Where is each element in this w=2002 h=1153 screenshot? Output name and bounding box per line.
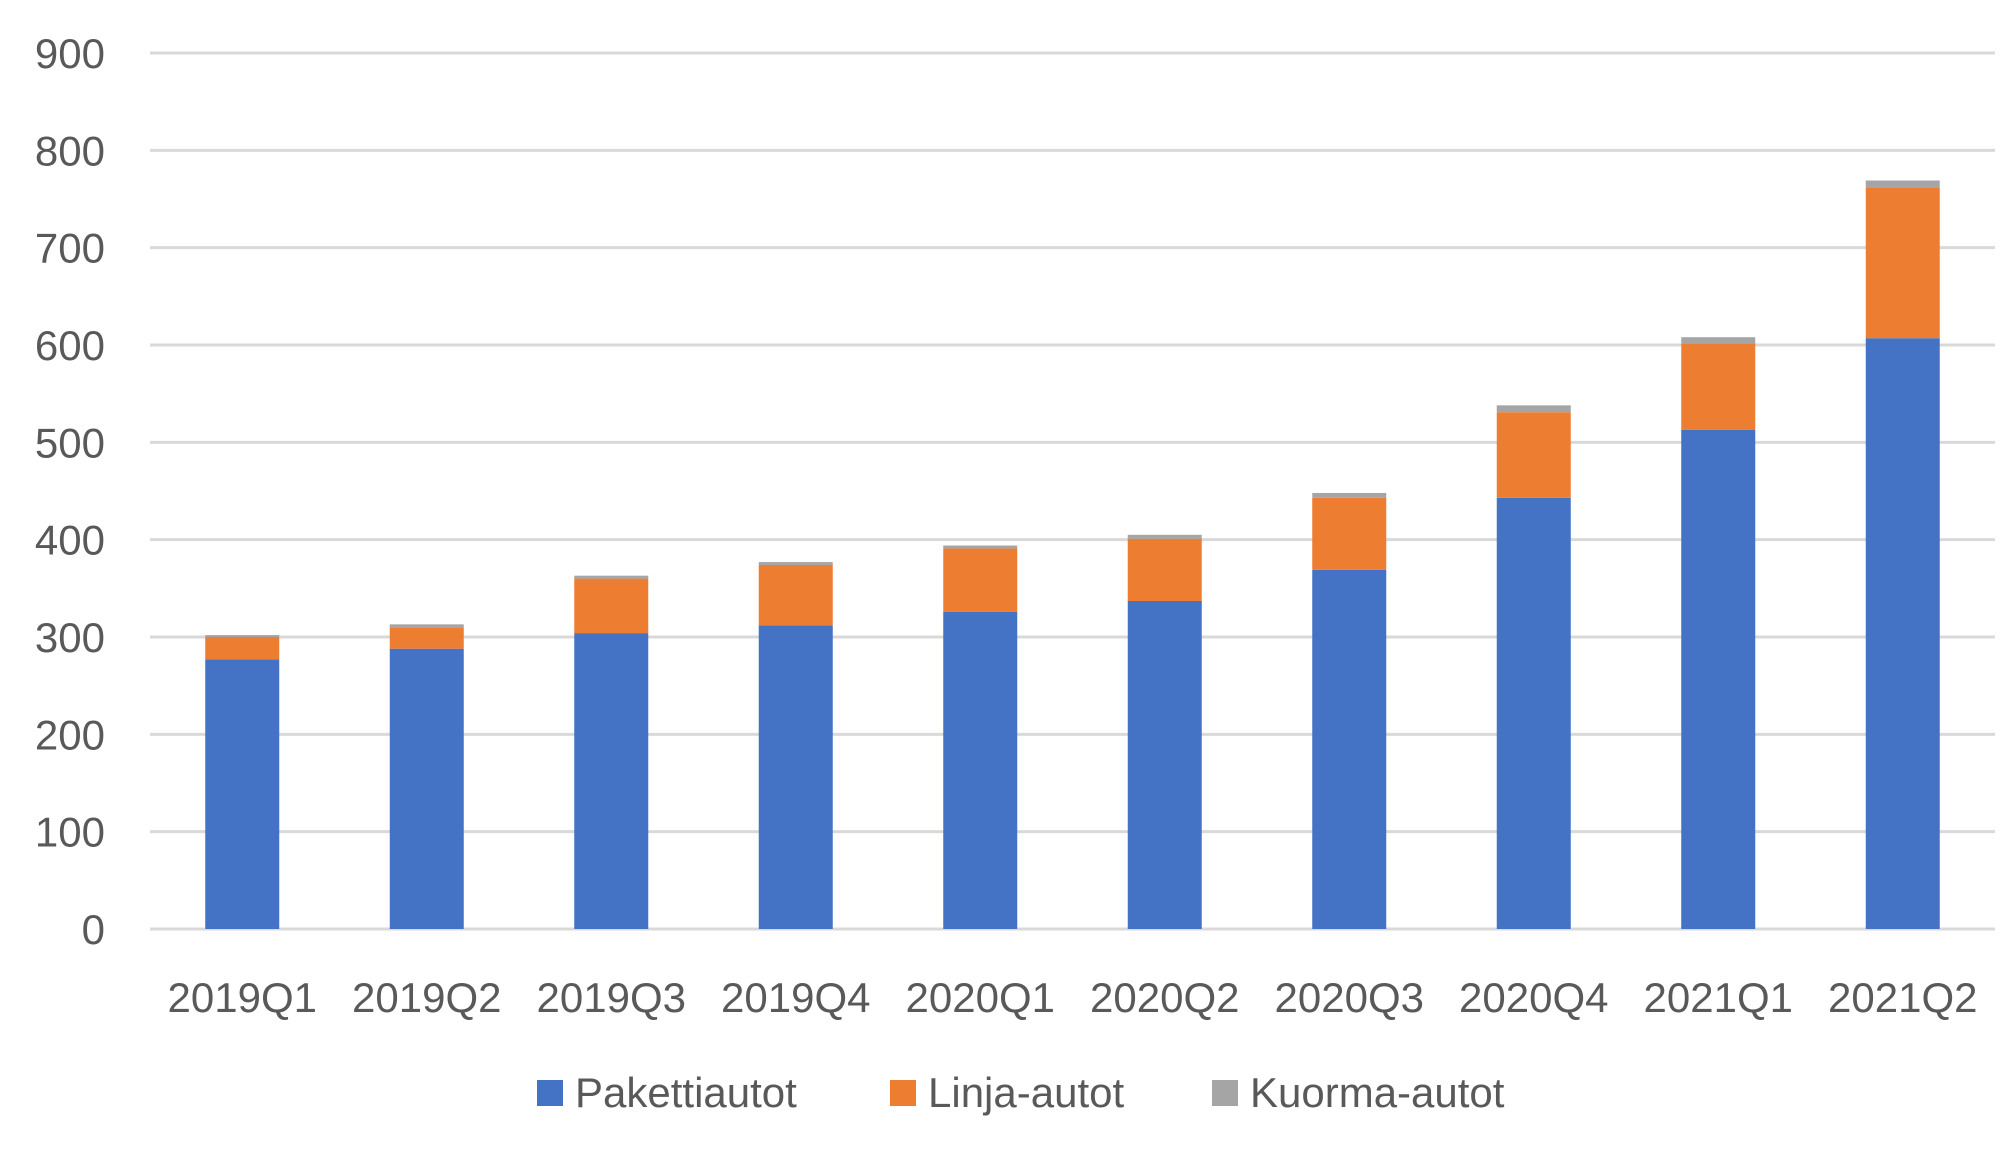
bar-segment-pakettiautot [758,625,833,929]
bar-segment-pakettiautot [1681,429,1756,929]
bar-segment-kuorma-autot [574,575,649,579]
x-tick-label: 2020Q3 [1275,974,1424,1021]
bar-segment-kuorma-autot [389,624,464,628]
bar-segment-linja-autot [1127,538,1202,601]
y-tick-label: 400 [35,517,105,564]
legend-label: Kuorma-autot [1250,1069,1505,1116]
x-tick-label: 2021Q2 [1828,974,1977,1021]
y-tick-label: 600 [35,322,105,369]
bar-segment-linja-autot [1865,187,1940,339]
bar-segment-pakettiautot [205,659,280,929]
y-tick-label: 500 [35,419,105,466]
legend-swatch [1212,1080,1238,1106]
bar-segment-kuorma-autot [1496,405,1571,413]
legend-label: Pakettiautot [575,1069,797,1116]
bar-segment-pakettiautot [943,611,1018,929]
bar-segment-pakettiautot [1127,600,1202,929]
y-tick-label: 900 [35,30,105,77]
legend: Pakettiautot Linja-autot Kuorma-autot [537,1069,1505,1116]
bar-segment-kuorma-autot [758,562,833,565]
bar-segment-linja-autot [389,627,464,649]
legend-swatch [537,1080,563,1106]
x-tick-label: 2020Q2 [1090,974,1239,1021]
y-tick-label: 0 [82,906,105,953]
bar-segment-pakettiautot [389,648,464,929]
legend-label: Linja-autot [928,1069,1124,1116]
x-tick-label: 2019Q1 [168,974,317,1021]
bar-segment-linja-autot [758,564,833,626]
y-tick-label: 700 [35,225,105,272]
y-tick-label: 100 [35,809,105,856]
bar-segment-linja-autot [943,548,1018,612]
bar-segment-linja-autot [1681,344,1756,430]
y-tick-label: 200 [35,711,105,758]
x-tick-label: 2020Q4 [1459,974,1608,1021]
bar-segment-pakettiautot [1865,338,1940,930]
x-axis-ticks: 2019Q1 2019Q2 2019Q3 2019Q4 2020Q1 2020Q2 2020… [168,974,1978,1021]
x-tick-label: 2021Q1 [1644,974,1793,1021]
bars [205,180,1940,930]
bar-segment-linja-autot [205,637,280,660]
bar-segment-kuorma-autot [943,545,1018,549]
legend-swatch [890,1080,916,1106]
y-tick-label: 300 [35,614,105,661]
x-tick-label: 2020Q1 [906,974,1055,1021]
bar-segment-linja-autot [1312,497,1387,570]
bar-segment-linja-autot [574,578,649,634]
y-tick-label: 800 [35,127,105,174]
bar-segment-linja-autot [1496,412,1571,498]
x-tick-label: 2019Q2 [352,974,501,1021]
bar-segment-kuorma-autot [205,635,280,637]
bar-segment-kuorma-autot [1312,492,1387,498]
bar-segment-pakettiautot [1496,497,1571,929]
bar-segment-pakettiautot [1312,569,1387,929]
bar-segment-kuorma-autot [1865,180,1940,188]
y-axis-ticks: 0 100 200 300 400 500 600 700 800 900 [35,30,105,953]
x-tick-label: 2019Q4 [721,974,870,1021]
bar-segment-kuorma-autot [1127,534,1202,539]
x-tick-label: 2019Q3 [537,974,686,1021]
bar-segment-pakettiautot [574,633,649,929]
bar-segment-kuorma-autot [1681,337,1756,345]
